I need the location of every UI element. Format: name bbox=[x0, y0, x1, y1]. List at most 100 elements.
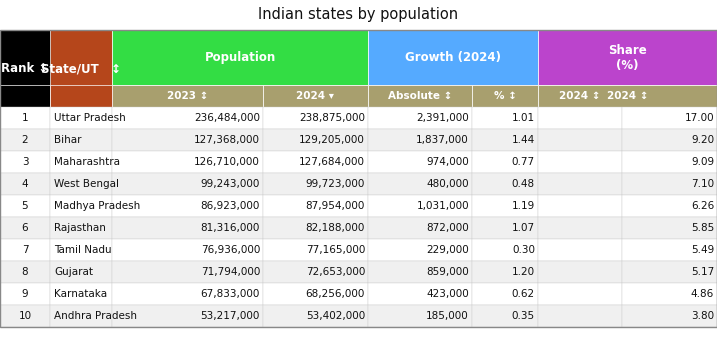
Text: Share
(%): Share (%) bbox=[608, 44, 647, 72]
Bar bbox=[50, 305, 112, 327]
Text: 872,000: 872,000 bbox=[426, 223, 469, 233]
Bar bbox=[112, 239, 263, 261]
Bar bbox=[0, 173, 717, 195]
Text: 0.62: 0.62 bbox=[512, 289, 535, 299]
Bar bbox=[622, 129, 717, 151]
Text: 5.85: 5.85 bbox=[690, 223, 714, 233]
Bar bbox=[0, 195, 50, 217]
Text: 974,000: 974,000 bbox=[426, 157, 469, 167]
Text: 99,723,000: 99,723,000 bbox=[305, 179, 365, 189]
Text: 87,954,000: 87,954,000 bbox=[305, 201, 365, 211]
Text: 72,653,000: 72,653,000 bbox=[305, 267, 365, 277]
Bar bbox=[263, 283, 368, 305]
Bar bbox=[50, 239, 112, 261]
Bar bbox=[368, 151, 472, 173]
Text: Andhra Pradesh: Andhra Pradesh bbox=[54, 311, 137, 321]
Text: 236,484,000: 236,484,000 bbox=[194, 113, 260, 123]
Text: 53,217,000: 53,217,000 bbox=[201, 311, 260, 321]
Text: 0.77: 0.77 bbox=[512, 157, 535, 167]
Text: 229,000: 229,000 bbox=[426, 245, 469, 255]
Bar bbox=[0, 30, 717, 327]
Bar bbox=[50, 107, 112, 129]
Text: Growth (2024): Growth (2024) bbox=[405, 51, 501, 64]
Bar bbox=[263, 107, 368, 129]
Bar bbox=[0, 107, 717, 129]
Bar bbox=[472, 195, 538, 217]
Bar bbox=[538, 239, 622, 261]
Bar bbox=[472, 217, 538, 239]
Text: Karnataka: Karnataka bbox=[54, 289, 107, 299]
Bar bbox=[0, 85, 50, 107]
Text: 68,256,000: 68,256,000 bbox=[305, 289, 365, 299]
Bar bbox=[538, 85, 622, 107]
Bar bbox=[472, 305, 538, 327]
Bar bbox=[622, 107, 717, 129]
Bar bbox=[0, 151, 717, 173]
Text: Maharashtra: Maharashtra bbox=[54, 157, 120, 167]
Bar bbox=[0, 129, 50, 151]
Bar bbox=[0, 283, 50, 305]
Bar bbox=[472, 239, 538, 261]
Bar bbox=[368, 305, 472, 327]
Bar bbox=[50, 195, 112, 217]
Bar bbox=[112, 305, 263, 327]
Bar bbox=[0, 305, 50, 327]
Bar bbox=[472, 107, 538, 129]
Bar bbox=[0, 283, 717, 305]
Text: 67,833,000: 67,833,000 bbox=[201, 289, 260, 299]
Bar bbox=[50, 217, 112, 239]
Bar bbox=[112, 261, 263, 283]
Bar bbox=[368, 195, 472, 217]
Bar bbox=[538, 151, 622, 173]
Bar bbox=[0, 239, 50, 261]
Bar bbox=[622, 173, 717, 195]
Bar bbox=[368, 217, 472, 239]
Text: 2024 ↕: 2024 ↕ bbox=[607, 91, 648, 101]
Bar bbox=[112, 107, 263, 129]
Bar bbox=[538, 173, 622, 195]
Bar bbox=[0, 30, 112, 107]
Text: 126,710,000: 126,710,000 bbox=[194, 157, 260, 167]
Bar bbox=[368, 129, 472, 151]
Text: 10: 10 bbox=[19, 311, 32, 321]
Bar bbox=[622, 239, 717, 261]
Bar bbox=[112, 85, 263, 107]
Bar bbox=[263, 173, 368, 195]
Text: 71,794,000: 71,794,000 bbox=[201, 267, 260, 277]
Bar bbox=[50, 151, 112, 173]
Bar bbox=[472, 129, 538, 151]
Bar bbox=[538, 261, 622, 283]
Bar bbox=[112, 173, 263, 195]
Bar bbox=[622, 261, 717, 283]
Bar bbox=[263, 305, 368, 327]
Text: 3: 3 bbox=[22, 157, 28, 167]
Text: 1.20: 1.20 bbox=[512, 267, 535, 277]
Bar bbox=[538, 30, 717, 85]
Bar bbox=[368, 85, 472, 107]
Text: 238,875,000: 238,875,000 bbox=[299, 113, 365, 123]
Bar bbox=[0, 261, 717, 283]
Text: 129,205,000: 129,205,000 bbox=[299, 135, 365, 145]
Text: 8: 8 bbox=[22, 267, 28, 277]
Text: 6: 6 bbox=[22, 223, 28, 233]
Bar bbox=[0, 107, 50, 129]
Bar bbox=[622, 151, 717, 173]
Bar bbox=[368, 283, 472, 305]
Text: Absolute ↕: Absolute ↕ bbox=[388, 91, 452, 101]
Bar bbox=[538, 195, 622, 217]
Bar bbox=[263, 195, 368, 217]
Text: 7: 7 bbox=[22, 245, 28, 255]
Text: 1: 1 bbox=[22, 113, 28, 123]
Text: 5.17: 5.17 bbox=[690, 267, 714, 277]
Text: 9: 9 bbox=[22, 289, 28, 299]
Text: 7.10: 7.10 bbox=[691, 179, 714, 189]
Bar bbox=[50, 85, 112, 107]
Bar bbox=[263, 239, 368, 261]
Bar bbox=[472, 283, 538, 305]
Bar bbox=[112, 151, 263, 173]
Text: Tamil Nadu: Tamil Nadu bbox=[54, 245, 112, 255]
Text: 9.09: 9.09 bbox=[691, 157, 714, 167]
Bar bbox=[0, 239, 717, 261]
Bar bbox=[112, 217, 263, 239]
Bar bbox=[0, 173, 50, 195]
